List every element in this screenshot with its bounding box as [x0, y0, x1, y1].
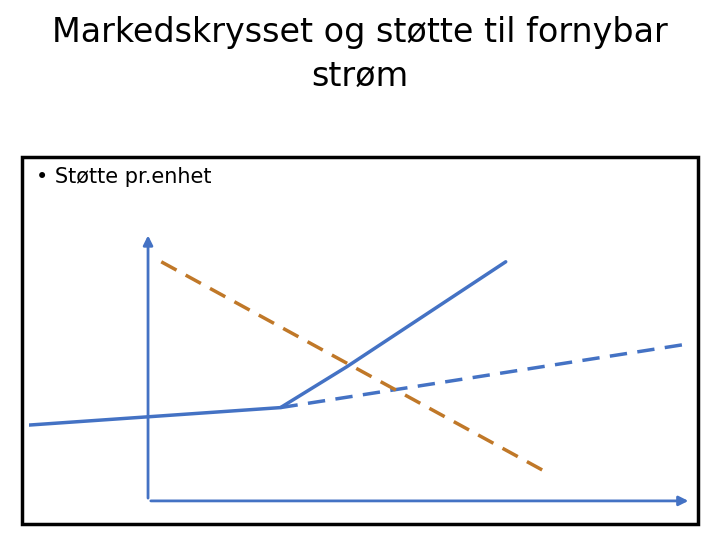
- Text: • Støtte pr.enhet: • Støtte pr.enhet: [36, 167, 212, 187]
- Text: Markedskrysset og støtte til fornybar
strøm: Markedskrysset og støtte til fornybar st…: [52, 16, 668, 92]
